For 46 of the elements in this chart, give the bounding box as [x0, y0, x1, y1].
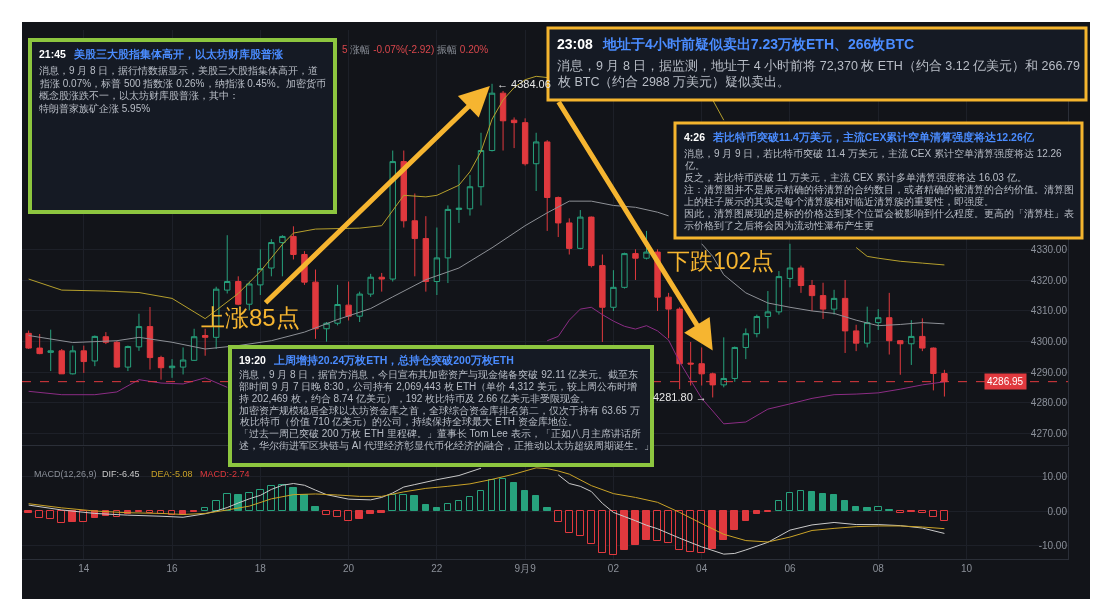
annotation: 加密资产规模稳居全球以太坊资金库之首，全球综合资金库排名第二，仅次于持有 63.65 万枚比特币（价值 710 亿美元）的公司，持续保持全球最大 ETH 资金库地位。 — [239, 405, 640, 427]
y-tick-label: 4270.00 — [1030, 428, 1068, 440]
text: 上周增持20.24万枚ETH，总持仓突破200万枚ETH — [273, 354, 514, 366]
y-tick-label: 4280.00 — [1030, 397, 1068, 409]
annotation: 消息，9 月 8 日，据官方消息，今日宣布其加密资产与现金储备突破 92.11 亿美元。截至东部时间 9 月 7 日晚 8:30，公司持有 2,069,443 枚 ETH（单价 4,312 美元，较上周公布时增持 202,469 枚，约合 8.74 亿美元），192 枚比特币及 2.66 亿美元非受限现金。 — [239, 369, 639, 404]
x-tick-label: 16 — [166, 563, 179, 574]
x-tick-label: 10 — [960, 563, 973, 574]
x-tick-label: 06 — [784, 563, 796, 574]
text: 若比特币突破11.4万美元，主流CEX累计空单清算强度将达12.26亿 — [712, 131, 1035, 143]
annotation: 5 涨幅 -0.07%(-2.92) 振幅 0.20% — [342, 44, 489, 55]
annotation: 注：清算图并不是展示精确的待清算的合约数目，或者精确的被清算的合约价值。清算图上的柱子展示的其实是每个清算簇相对临近清算簇的重要性，即强度。 — [684, 184, 1074, 207]
text: 23:08 — [557, 36, 594, 52]
y-tick-label: 4300.00 — [1030, 336, 1068, 348]
text: 4:26 — [684, 131, 706, 143]
x-tick-label: 9月9 — [514, 563, 537, 574]
annotation: 消息，9 月 8 日，据监测，地址于 4 小时前将 72,370 枚 ETH（约合 3.12 亿美元）和 266.79 枚 BTC（约合 2988 万美元）疑似卖出。 — [557, 58, 1080, 89]
x-tick-label: 22 — [431, 563, 443, 574]
y-tick-label: -10.00 — [1038, 540, 1068, 552]
annotation: 因此，清算图展现的是标的价格达到某个位置会被影响到什么程度。更高的「清算柱」表示价格到了之后将会因为流动性瀑布产生更 — [684, 208, 1074, 231]
ref-line-label: 4286.95 — [987, 376, 1024, 387]
text: DIF:-6.45 — [102, 469, 140, 479]
x-tick-label: 18 — [254, 563, 267, 574]
y-tick-label: 4310.00 — [1030, 305, 1068, 317]
y-tick-label: 4320.00 — [1030, 274, 1068, 286]
y-tick-label: 4330.00 — [1030, 244, 1068, 256]
annotation: 「过去一周已突破 200 万枚 ETH 里程碑。」董事长 Tom Lee 表示，「正如八月主席讲话所述，华尔街进军区块链与 AI 代理经济彰显代币化经济的融合，正推动以太坊超级周期诞生。」 — [239, 428, 655, 451]
series-label: MACD:-2.74 — [200, 469, 250, 479]
x-tick-label: 20 — [343, 563, 355, 574]
text: 美股三大股指集体高开，以太坊财库股普涨 — [73, 48, 284, 60]
annotation: 下跌102点 — [667, 248, 775, 274]
x-tick-label: 02 — [607, 563, 620, 574]
annotation: 消息，9 月 8 日，据行情数据显示，美股三大股指集体高开，道指涨 0.07%，标普 500 指数涨 0.26%，纳指涨 0.45%。加密货币概念股涨跌不一，以太坊财库股普涨，其中： — [39, 65, 326, 101]
x-tick-label: 14 — [78, 563, 90, 574]
text: DEA:-5.08 — [151, 469, 193, 479]
text: 地址于4小时前疑似卖出7.23万枚ETH、266枚BTC — [602, 36, 915, 52]
y-tick-label: 10.00 — [1041, 470, 1068, 482]
annotation: 消息，9 月 9 日，若比特币突破 11.4 万美元，主流 CEX 累计空单清算强度将达 12.26 亿。 — [684, 148, 1063, 171]
x-tick-label: 04 — [696, 563, 708, 574]
text: MACD(12,26,9) — [34, 469, 97, 479]
y-tick-label: 4290.00 — [1030, 366, 1068, 378]
annotation: 特朗普家族矿企涨 5.95% — [39, 103, 151, 114]
annotation: 反之，若比特币跌破 11 万美元，主流 CEX 累计多单清算强度将达 16.03 亿。 — [684, 172, 1027, 183]
y-tick-label: 0.00 — [1047, 505, 1068, 517]
text: 19:20 — [239, 354, 267, 366]
x-tick-label: 08 — [872, 563, 885, 574]
text: 21:45 — [39, 48, 67, 60]
